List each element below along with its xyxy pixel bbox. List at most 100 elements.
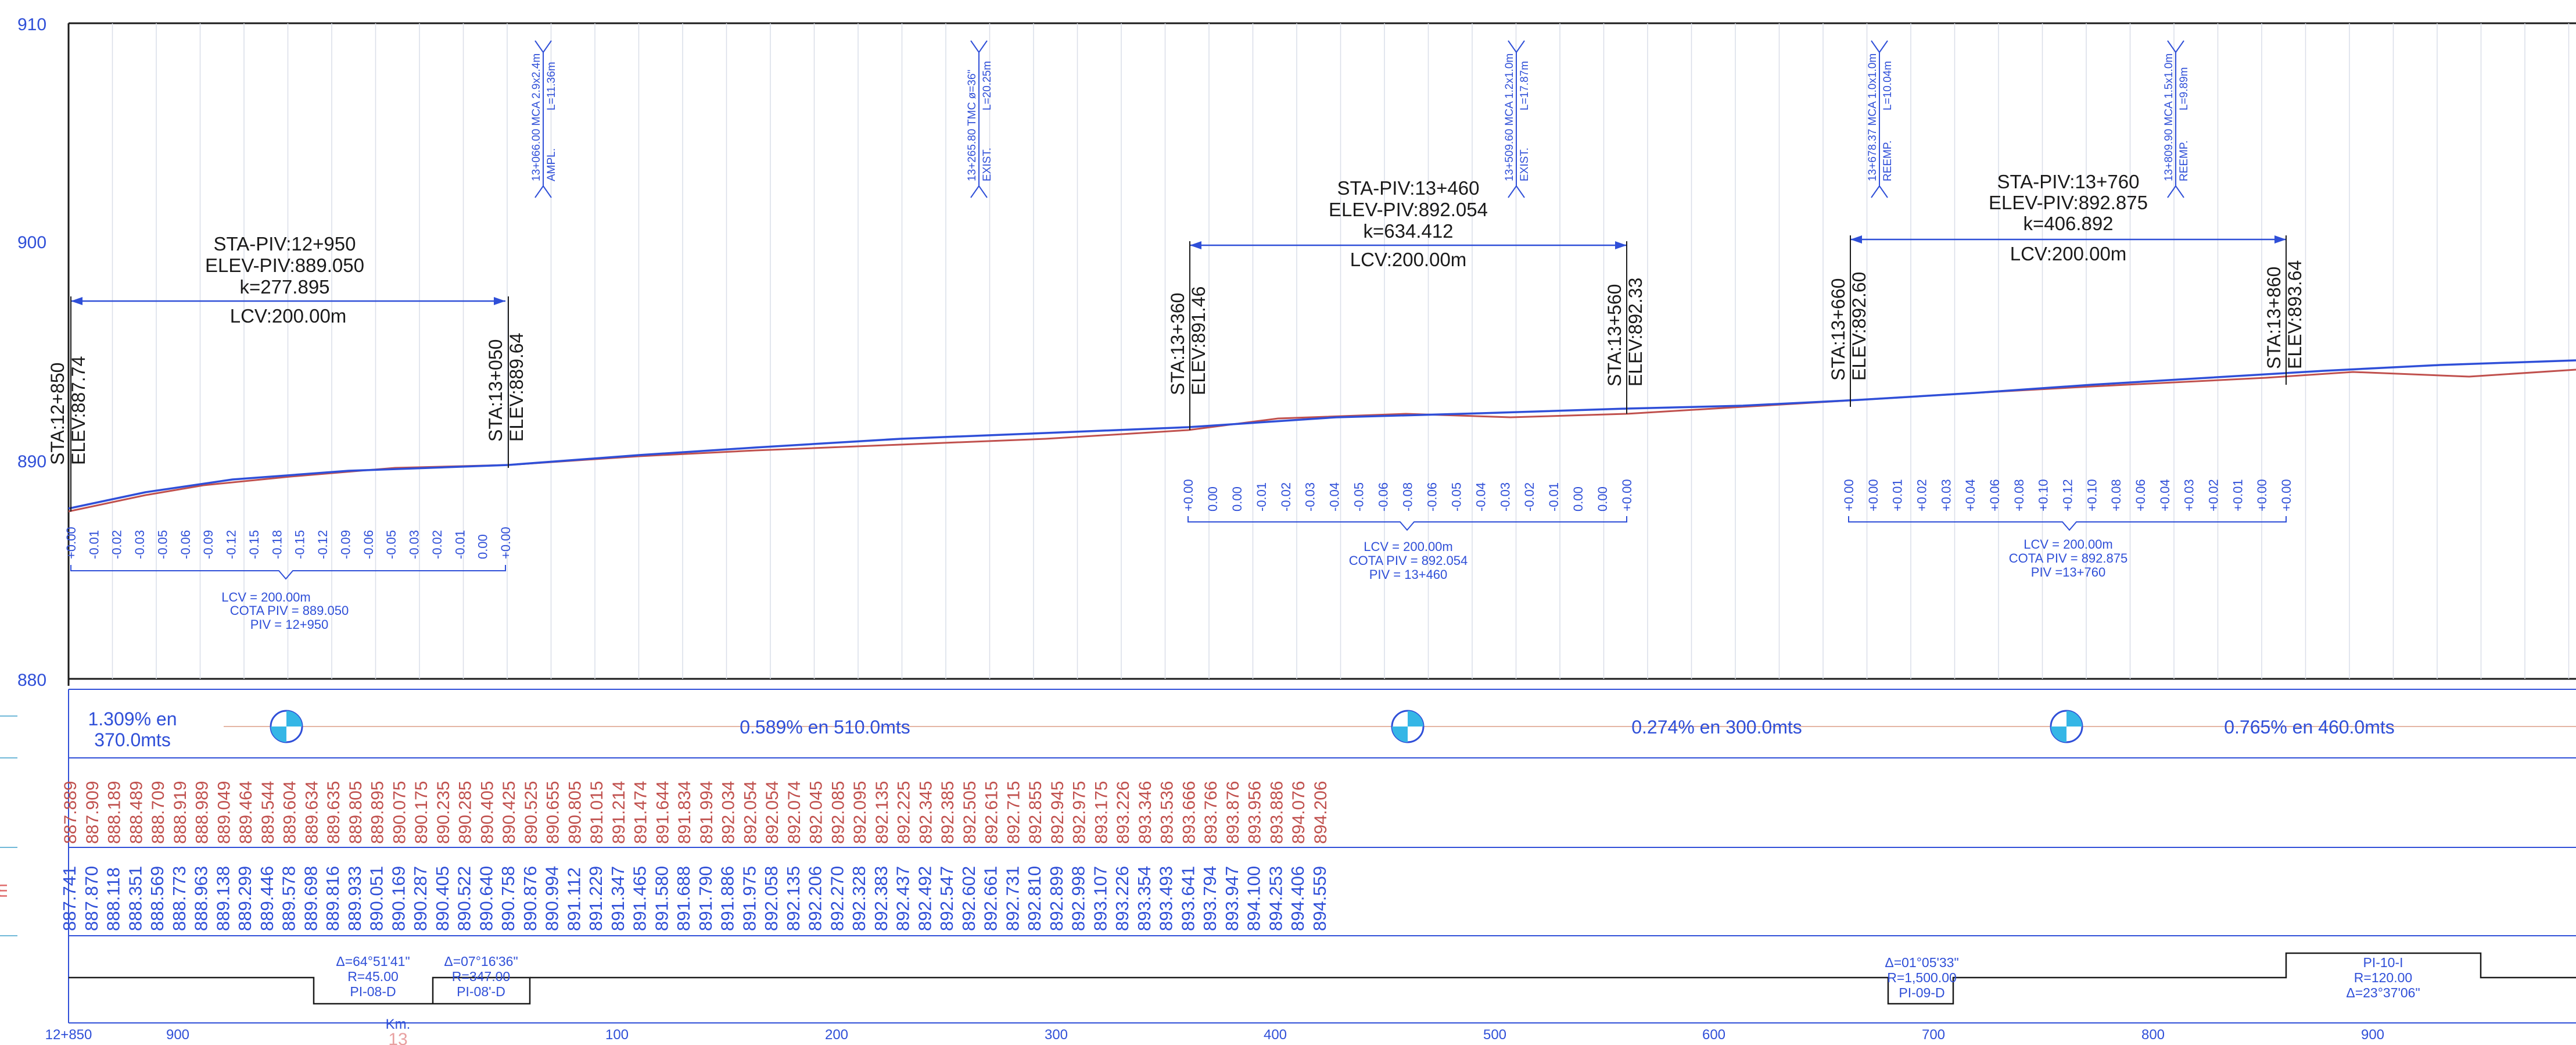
curve-offset-value: +0.00: [2279, 479, 2294, 511]
curve-offset-value: -0.06: [361, 530, 376, 559]
grade-label-1-length: 370.0mts: [94, 729, 171, 750]
design-elevation-value: 893.107: [1090, 866, 1110, 931]
curve-delta: Δ=64°51'41": [336, 954, 410, 969]
curve-offset-value: +0.04: [2158, 479, 2172, 511]
design-elevation-value: 889.933: [345, 866, 365, 931]
station-axis: 12+850 900 Km. 13 100 200 300 400 500 60…: [45, 1017, 2384, 1045]
design-elevation-value: 892.437: [893, 866, 913, 931]
station-label: 600: [1702, 1027, 1725, 1043]
curve-offset-value: +0.10: [2085, 479, 2099, 511]
horizontal-curve-2: Δ=07°16'36" R=347.00 PI-08'-D: [444, 954, 518, 999]
piv-elevation: ELEV-PIV:892.054: [1329, 199, 1488, 220]
design-elevation-value: 887.870: [81, 866, 102, 931]
existing-elevation-value: 893.876: [1224, 781, 1243, 844]
existing-elevation-value: 891.834: [675, 781, 694, 844]
design-elevation-value: 888.118: [103, 867, 124, 931]
station-label: 12+850: [45, 1027, 92, 1043]
curve-offset-value: -0.12: [224, 530, 239, 559]
existing-elevation-value: 892.034: [719, 781, 738, 844]
existing-elevation-value: 888.919: [171, 781, 190, 844]
design-elevation-value: 893.794: [1200, 866, 1220, 931]
existing-elevation-value: 888.989: [193, 781, 212, 844]
k-value: k=406.892: [2023, 213, 2113, 234]
design-elevation-value: 893.641: [1178, 866, 1198, 931]
horizontal-alignment-band: Δ=64°51'41" R=45.00 PI-08-D Δ=07°16'36" …: [69, 952, 2576, 1005]
curve-offset-value: -0.09: [201, 530, 216, 559]
curve-offset-value: -0.02: [110, 530, 124, 559]
culvert-length: L=9.89m: [2178, 67, 2190, 110]
curve-offset-value: +0.03: [2182, 479, 2197, 511]
grade-label-4: 0.765% en 460.0mts: [2224, 717, 2395, 738]
curve-offset-value: -0.09: [338, 530, 353, 559]
curve-offset-value: +0.00: [1866, 479, 1881, 511]
existing-elevation-value: 890.425: [500, 781, 519, 844]
station-label: 500: [1483, 1027, 1506, 1043]
existing-elevation-value: 890.525: [522, 781, 541, 844]
existing-elevation-value: 887.889: [61, 781, 80, 844]
design-elevation-value: 890.640: [476, 866, 496, 931]
existing-elevation-value: 890.805: [565, 781, 584, 844]
design-grade-line: [68, 359, 2576, 510]
existing-elevation-value: 888.709: [149, 781, 168, 844]
elevation-label-880: 880: [17, 671, 46, 690]
curve-pi: PI-08-D: [350, 984, 396, 999]
existing-elevation-value: 892.074: [785, 781, 804, 844]
existing-elevation-value: 889.464: [236, 781, 256, 844]
curve-offset-value: -0.03: [1498, 482, 1512, 511]
culvert-status: AMPL.: [546, 148, 558, 181]
design-elevation-value: 889.299: [235, 866, 255, 931]
vertical-curve-1: STA-PIV:12+950 ELEV-PIV:889.050 k=277.89…: [47, 233, 527, 632]
existing-elevation-value: 893.956: [1246, 781, 1265, 844]
design-elevation-value: 892.383: [871, 866, 891, 931]
culvert-callout: 13+678.37 MCA 1.0x1.0m REEMP. L=10.04m: [1867, 40, 1894, 198]
design-elevation-value: 891.580: [651, 866, 672, 931]
design-elevation-value: 889.698: [300, 866, 321, 931]
station-label: 800: [2141, 1027, 2165, 1043]
culvert-callout: 13+809.90 MCA 1.5x1.0m REEMP. L=9.89m: [2163, 40, 2190, 198]
start-station: STA:13+360: [1167, 293, 1188, 395]
design-elevation-value: 891.347: [608, 866, 628, 931]
curve-offset-value: +0.01: [1890, 479, 1905, 511]
curve-offset-value: 0.00: [1206, 486, 1220, 511]
culvert-length: L=17.87m: [1519, 61, 1531, 110]
grade-label-3: 0.274% en 300.0mts: [1631, 717, 1802, 738]
elevation-axis: 910 900 890 880: [17, 15, 46, 690]
curve-summary-piv: PIV = 12+950: [250, 617, 329, 632]
culvert-length: L=11.36m: [546, 62, 558, 110]
existing-elevation-value: 889.805: [346, 781, 365, 844]
start-elevation: ELEV:887.74: [68, 356, 89, 465]
end-elevation: ELEV:889.64: [506, 333, 527, 442]
culvert-status: EXIST.: [981, 148, 993, 181]
station-label: 300: [1045, 1027, 1068, 1043]
design-elevation-value: 889.446: [257, 866, 277, 931]
culvert-length: L=10.04m: [1882, 61, 1894, 110]
curve-pi: PI-10-I: [2363, 955, 2403, 970]
curve-radius: R=120.00: [2354, 970, 2412, 985]
station-label: 700: [1922, 1027, 1945, 1043]
design-elevation-value: 892.135: [783, 866, 803, 931]
curve-offset-value: +0.00: [2255, 479, 2269, 511]
design-elevation-value: 890.522: [454, 866, 475, 931]
design-elevation-value: 887.741: [59, 866, 80, 931]
curve-offset-value: +0.08: [2109, 479, 2123, 511]
start-station: STA:12+850: [47, 363, 68, 465]
design-elevation-value: 890.169: [388, 866, 408, 931]
piv-station: STA-PIV:12+950: [214, 233, 356, 255]
design-elevation-value: 889.138: [213, 866, 233, 931]
curve-offset-value: -0.01: [1547, 482, 1561, 511]
curve-pi: PI-09-D: [1899, 985, 1944, 1000]
km-marker: 13: [388, 1030, 407, 1045]
existing-elevation-value: 891.474: [632, 781, 651, 844]
existing-elevation-value: 888.189: [105, 781, 124, 844]
curve-offset-value: -0.06: [178, 530, 193, 559]
existing-elevation-value: 892.135: [873, 781, 892, 844]
design-elevation-value: 894.253: [1265, 866, 1286, 931]
curve-summary-piv: PIV =13+760: [2031, 565, 2105, 579]
piv-elevation: ELEV-PIV:892.875: [1989, 192, 2148, 213]
elevation-label-910: 910: [17, 15, 46, 34]
end-station: STA:13+860: [2263, 267, 2284, 369]
design-elevation-row: 887.741 887.870 888.118 888.351 888.569 888.7…: [59, 866, 1330, 931]
culvert-status: EXIST.: [1519, 148, 1531, 181]
elevation-label-890: 890: [17, 452, 46, 471]
curve-offset-value: +0.00: [1181, 479, 1196, 511]
